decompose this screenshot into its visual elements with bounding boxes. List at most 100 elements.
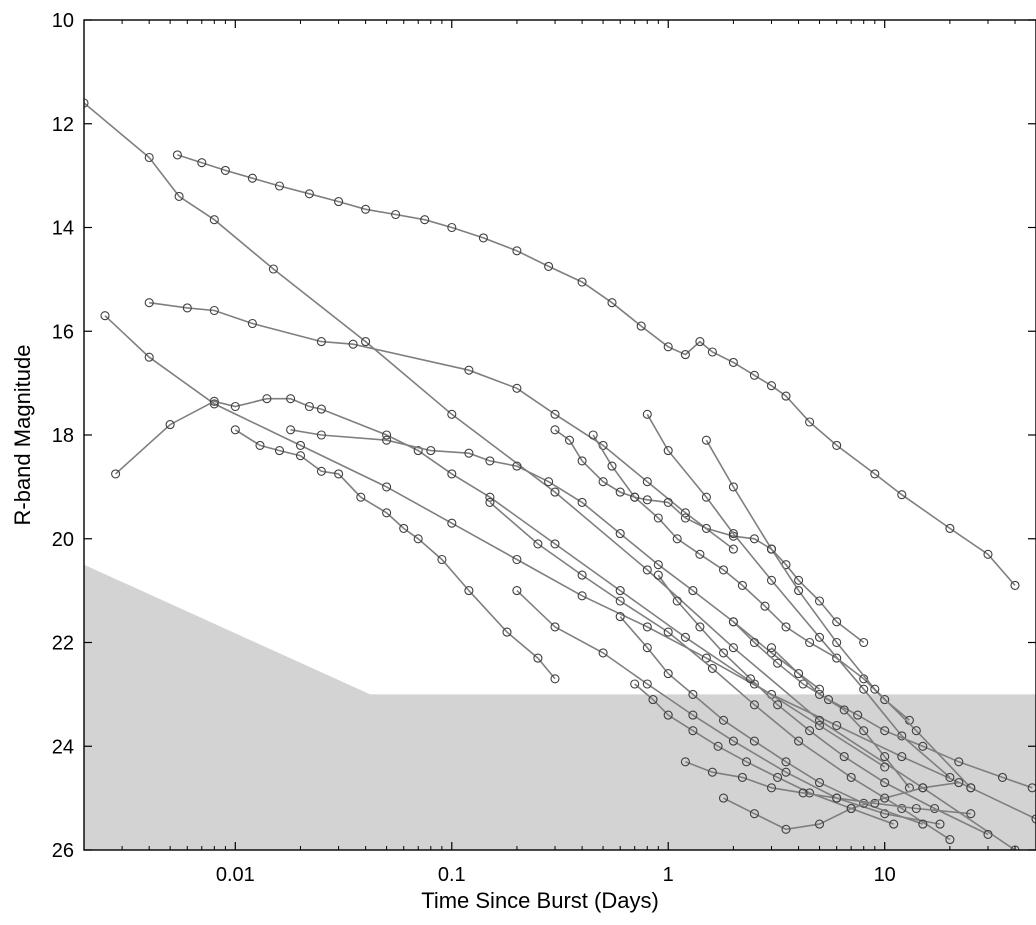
x-tick-label: 1 <box>663 864 674 886</box>
data-point <box>663 446 673 456</box>
data-point <box>512 246 522 256</box>
data-point <box>636 321 646 331</box>
data-point <box>361 337 371 347</box>
data-point <box>897 752 907 762</box>
data-point <box>846 803 856 814</box>
data-point <box>577 277 587 287</box>
light-curve-1 <box>172 150 1020 590</box>
data-point <box>382 482 392 492</box>
data-point <box>707 663 717 673</box>
data-point <box>478 233 488 243</box>
data-point <box>713 741 723 751</box>
data-point <box>564 435 575 445</box>
data-point <box>749 534 759 544</box>
data-point <box>316 466 326 476</box>
data-point <box>701 523 711 533</box>
data-point <box>544 477 554 487</box>
data-point <box>615 612 625 622</box>
data-point <box>741 757 752 767</box>
data-point <box>642 495 652 505</box>
data-point <box>220 165 230 175</box>
data-point <box>165 420 175 430</box>
data-point <box>707 767 717 777</box>
data-point <box>749 370 759 380</box>
data-point <box>911 726 921 736</box>
data-point <box>781 767 791 777</box>
data-point <box>550 409 560 419</box>
y-axis-label: R-band Magnitude <box>10 344 35 525</box>
data-point <box>413 446 423 456</box>
data-point <box>512 586 522 596</box>
y-tick-label: 26 <box>52 840 74 862</box>
data-point <box>870 798 880 808</box>
data-point <box>334 469 344 479</box>
data-point <box>577 570 587 580</box>
data-point <box>642 409 652 419</box>
data-point <box>773 700 783 710</box>
data-point <box>859 684 869 694</box>
data-point <box>880 793 890 803</box>
data-point <box>781 391 791 401</box>
data-point <box>766 643 777 653</box>
x-tick-label: 0.01 <box>216 864 255 886</box>
light-curve-17 <box>728 617 1036 793</box>
data-point <box>544 261 554 271</box>
data-point <box>653 570 663 580</box>
y-tick-label: 24 <box>52 736 74 758</box>
light-curve-19 <box>680 757 976 819</box>
data-point <box>485 497 495 507</box>
data-point <box>718 648 729 658</box>
data-point <box>144 352 154 362</box>
data-point <box>642 477 652 487</box>
data-point <box>1027 783 1036 793</box>
data-point <box>615 529 625 539</box>
data-point <box>382 435 392 445</box>
data-point <box>997 772 1008 782</box>
data-point <box>615 586 625 596</box>
data-point <box>550 622 560 632</box>
data-point <box>781 757 791 767</box>
data-point <box>832 653 842 663</box>
light-curve-line <box>685 761 971 815</box>
data-point <box>701 492 711 502</box>
light-curve-line <box>489 501 951 841</box>
data-point <box>680 350 690 360</box>
light-curve-20 <box>718 778 964 834</box>
light-curve-15 <box>653 570 993 839</box>
data-point <box>672 534 682 544</box>
data-point <box>512 461 522 471</box>
data-point <box>760 601 770 611</box>
data-point <box>1031 814 1036 824</box>
data-point <box>209 396 219 406</box>
data-point <box>814 778 825 788</box>
light-curve-4 <box>144 298 738 554</box>
data-point <box>399 523 409 533</box>
data-point <box>945 835 955 845</box>
data-point <box>334 197 344 207</box>
data-point <box>663 342 673 352</box>
light-curve-line <box>705 439 972 789</box>
data-point <box>209 215 219 225</box>
data-point <box>839 752 849 762</box>
data-point <box>728 544 738 554</box>
data-point <box>426 446 436 456</box>
data-point <box>680 513 690 523</box>
data-point <box>382 508 392 518</box>
data-point <box>630 492 640 502</box>
data-point <box>502 627 512 637</box>
data-point <box>707 347 717 357</box>
data-point <box>174 191 184 201</box>
light-curve-line <box>634 683 894 825</box>
data-point <box>642 622 652 632</box>
data-point <box>897 803 907 814</box>
data-point <box>823 695 834 705</box>
data-point <box>274 446 285 456</box>
y-tick-label: 10 <box>52 10 74 32</box>
data-point <box>437 554 447 565</box>
data-point <box>832 440 842 450</box>
data-point <box>197 158 207 168</box>
data-point <box>316 337 326 347</box>
y-tick-label: 12 <box>52 114 74 136</box>
data-point <box>356 492 366 502</box>
data-point <box>870 684 880 694</box>
